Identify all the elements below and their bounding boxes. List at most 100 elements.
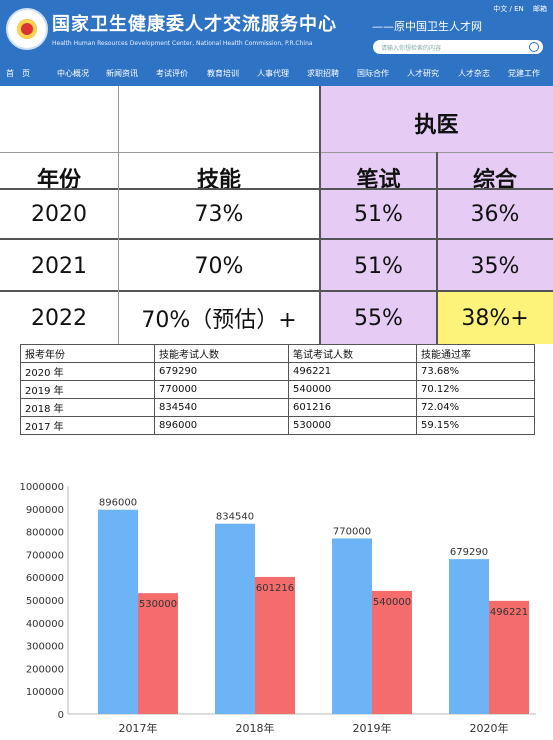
data-label: 540000 (373, 597, 411, 608)
table-cell: 2017 年 (20, 416, 155, 435)
row-skill: 70% (194, 253, 244, 279)
table-cell: 540000 (288, 380, 417, 399)
y-tick-label: 300000 (26, 642, 64, 653)
row-year: 2021 (31, 253, 87, 279)
x-tick-label: 2018年 (236, 721, 275, 735)
group-header-zhiyi: 执医 (414, 113, 459, 138)
table-row: 2019 年 770000 540000 70.12% (20, 380, 535, 399)
y-tick-label: 400000 (26, 619, 64, 630)
table-row: 2020 年 679290 496221 73.68% (20, 362, 535, 381)
org-subtitle: Health Human Resources Development Cente… (52, 40, 313, 47)
grid-line (436, 152, 438, 344)
nav-item[interactable]: 求职招聘 (307, 69, 339, 78)
row-skill: 73% (194, 201, 244, 227)
y-tick-label: 1000000 (19, 482, 64, 493)
nav-item[interactable]: 新闻资讯 (106, 69, 138, 78)
search-input[interactable]: 请输入你想检索的内容 (373, 40, 543, 54)
row-comprehensive: 35% (470, 253, 520, 279)
bar (215, 523, 255, 714)
grid-line (118, 86, 119, 344)
nav-item[interactable]: 人才杂志 (458, 69, 490, 78)
org-title: 国家卫生健康委人才交流服务中心 (52, 14, 337, 35)
table-cell: 530000 (288, 416, 417, 435)
pass-rate-table: 执医 年份 技能 笔试 综合 2020 73% 51% 36% 2021 70%… (0, 86, 553, 344)
grid-line (0, 238, 553, 240)
y-tick-label: 100000 (26, 687, 64, 698)
exam-count-table: 报考年份 技能考试人数 笔试考试人数 技能通过率 2020 年 679290 4… (20, 344, 535, 435)
row-written: 55% (354, 305, 403, 331)
chart-canvas: 0 100000 200000 300000 400000 500000 600000 700… (19, 482, 536, 735)
row-written: 51% (354, 201, 403, 227)
table-cell: 73.68% (416, 362, 535, 381)
logo-icon[interactable] (6, 8, 48, 50)
row-written: 51% (354, 253, 403, 279)
table-cell: 2018 年 (20, 398, 155, 417)
org-former-name: ——原中国卫生人才网 (372, 20, 482, 33)
y-tick-label: 200000 (26, 664, 64, 675)
table-cell: 896000 (154, 416, 289, 435)
table-cell: 770000 (154, 380, 289, 399)
y-tick-label: 500000 (26, 596, 64, 607)
table-header: 技能考试人数 (154, 344, 289, 363)
row-year: 2020 (31, 201, 87, 227)
row-skill: 70%（预估）+ (141, 308, 297, 333)
bar (138, 593, 178, 714)
bar (98, 509, 138, 714)
highlight-bg (437, 290, 553, 344)
nav-item[interactable]: 考试评价 (156, 69, 188, 78)
y-tick-label: 600000 (26, 573, 64, 584)
x-tick-label: 2020年 (470, 721, 509, 735)
table-cell: 59.15% (416, 416, 535, 435)
nav-item[interactable]: 人才研究 (407, 69, 439, 78)
table-header-row: 报考年份 技能考试人数 笔试考试人数 技能通过率 (20, 344, 535, 363)
bar (372, 590, 412, 714)
y-tick-label: 800000 (26, 528, 64, 539)
bar (449, 559, 489, 714)
main-nav: 首 页 中心概况 新闻资讯 考试评价 教育培训 人事代理 求职招聘 国际合作 人… (0, 60, 553, 86)
y-tick-label: 0 (58, 710, 64, 721)
search-icon[interactable] (529, 42, 539, 52)
search-placeholder: 请输入你想检索的内容 (381, 45, 442, 52)
row-year: 2022 (31, 305, 87, 331)
data-label: 770000 (333, 526, 371, 537)
grid-line (0, 290, 553, 292)
bar (332, 538, 372, 714)
table-header: 报考年份 (20, 344, 155, 363)
table-cell: 2020 年 (20, 362, 155, 381)
table-cell: 601216 (288, 398, 417, 417)
table-header: 笔试考试人数 (288, 344, 417, 363)
grid-line (0, 152, 553, 153)
table-row: 2017 年 896000 530000 59.15% (20, 416, 535, 435)
language-links[interactable]: 中文 / EN 邮箱 (493, 5, 547, 13)
x-tick-label: 2019年 (353, 721, 392, 735)
grid-line (319, 86, 321, 344)
y-tick-label: 900000 (26, 505, 64, 516)
nav-item[interactable]: 中心概况 (57, 69, 89, 78)
bar (489, 600, 529, 714)
data-label: 496221 (490, 607, 528, 618)
x-tick-label: 2017年 (119, 721, 158, 735)
table-cell: 2019 年 (20, 380, 155, 399)
table-header: 技能通过率 (416, 344, 535, 363)
row-comprehensive: 36% (470, 201, 520, 227)
nav-item[interactable]: 党建工作 (508, 69, 540, 78)
data-label: 896000 (99, 498, 137, 509)
row-comprehensive: 38%+ (461, 305, 529, 331)
nav-item[interactable]: 首 页 (6, 69, 30, 78)
table-cell: 70.12% (416, 380, 535, 399)
data-label: 601216 (256, 583, 294, 594)
data-label: 679290 (450, 547, 488, 558)
nav-item[interactable]: 人事代理 (257, 69, 289, 78)
table-cell: 496221 (288, 362, 417, 381)
table-cell: 72.04% (416, 398, 535, 417)
nav-item[interactable]: 国际合作 (357, 69, 389, 78)
data-label: 834540 (216, 512, 254, 523)
table-row: 2018 年 834540 601216 72.04% (20, 398, 535, 417)
y-tick-label: 700000 (26, 550, 64, 561)
nav-item[interactable]: 教育培训 (207, 69, 239, 78)
exam-count-chart: 0 100000 200000 300000 400000 500000 600000 700… (6, 462, 548, 736)
table-cell: 679290 (154, 362, 289, 381)
site-header: 国家卫生健康委人才交流服务中心 Health Human Resources D… (0, 0, 553, 60)
grid-line (0, 188, 553, 190)
table-cell: 834540 (154, 398, 289, 417)
